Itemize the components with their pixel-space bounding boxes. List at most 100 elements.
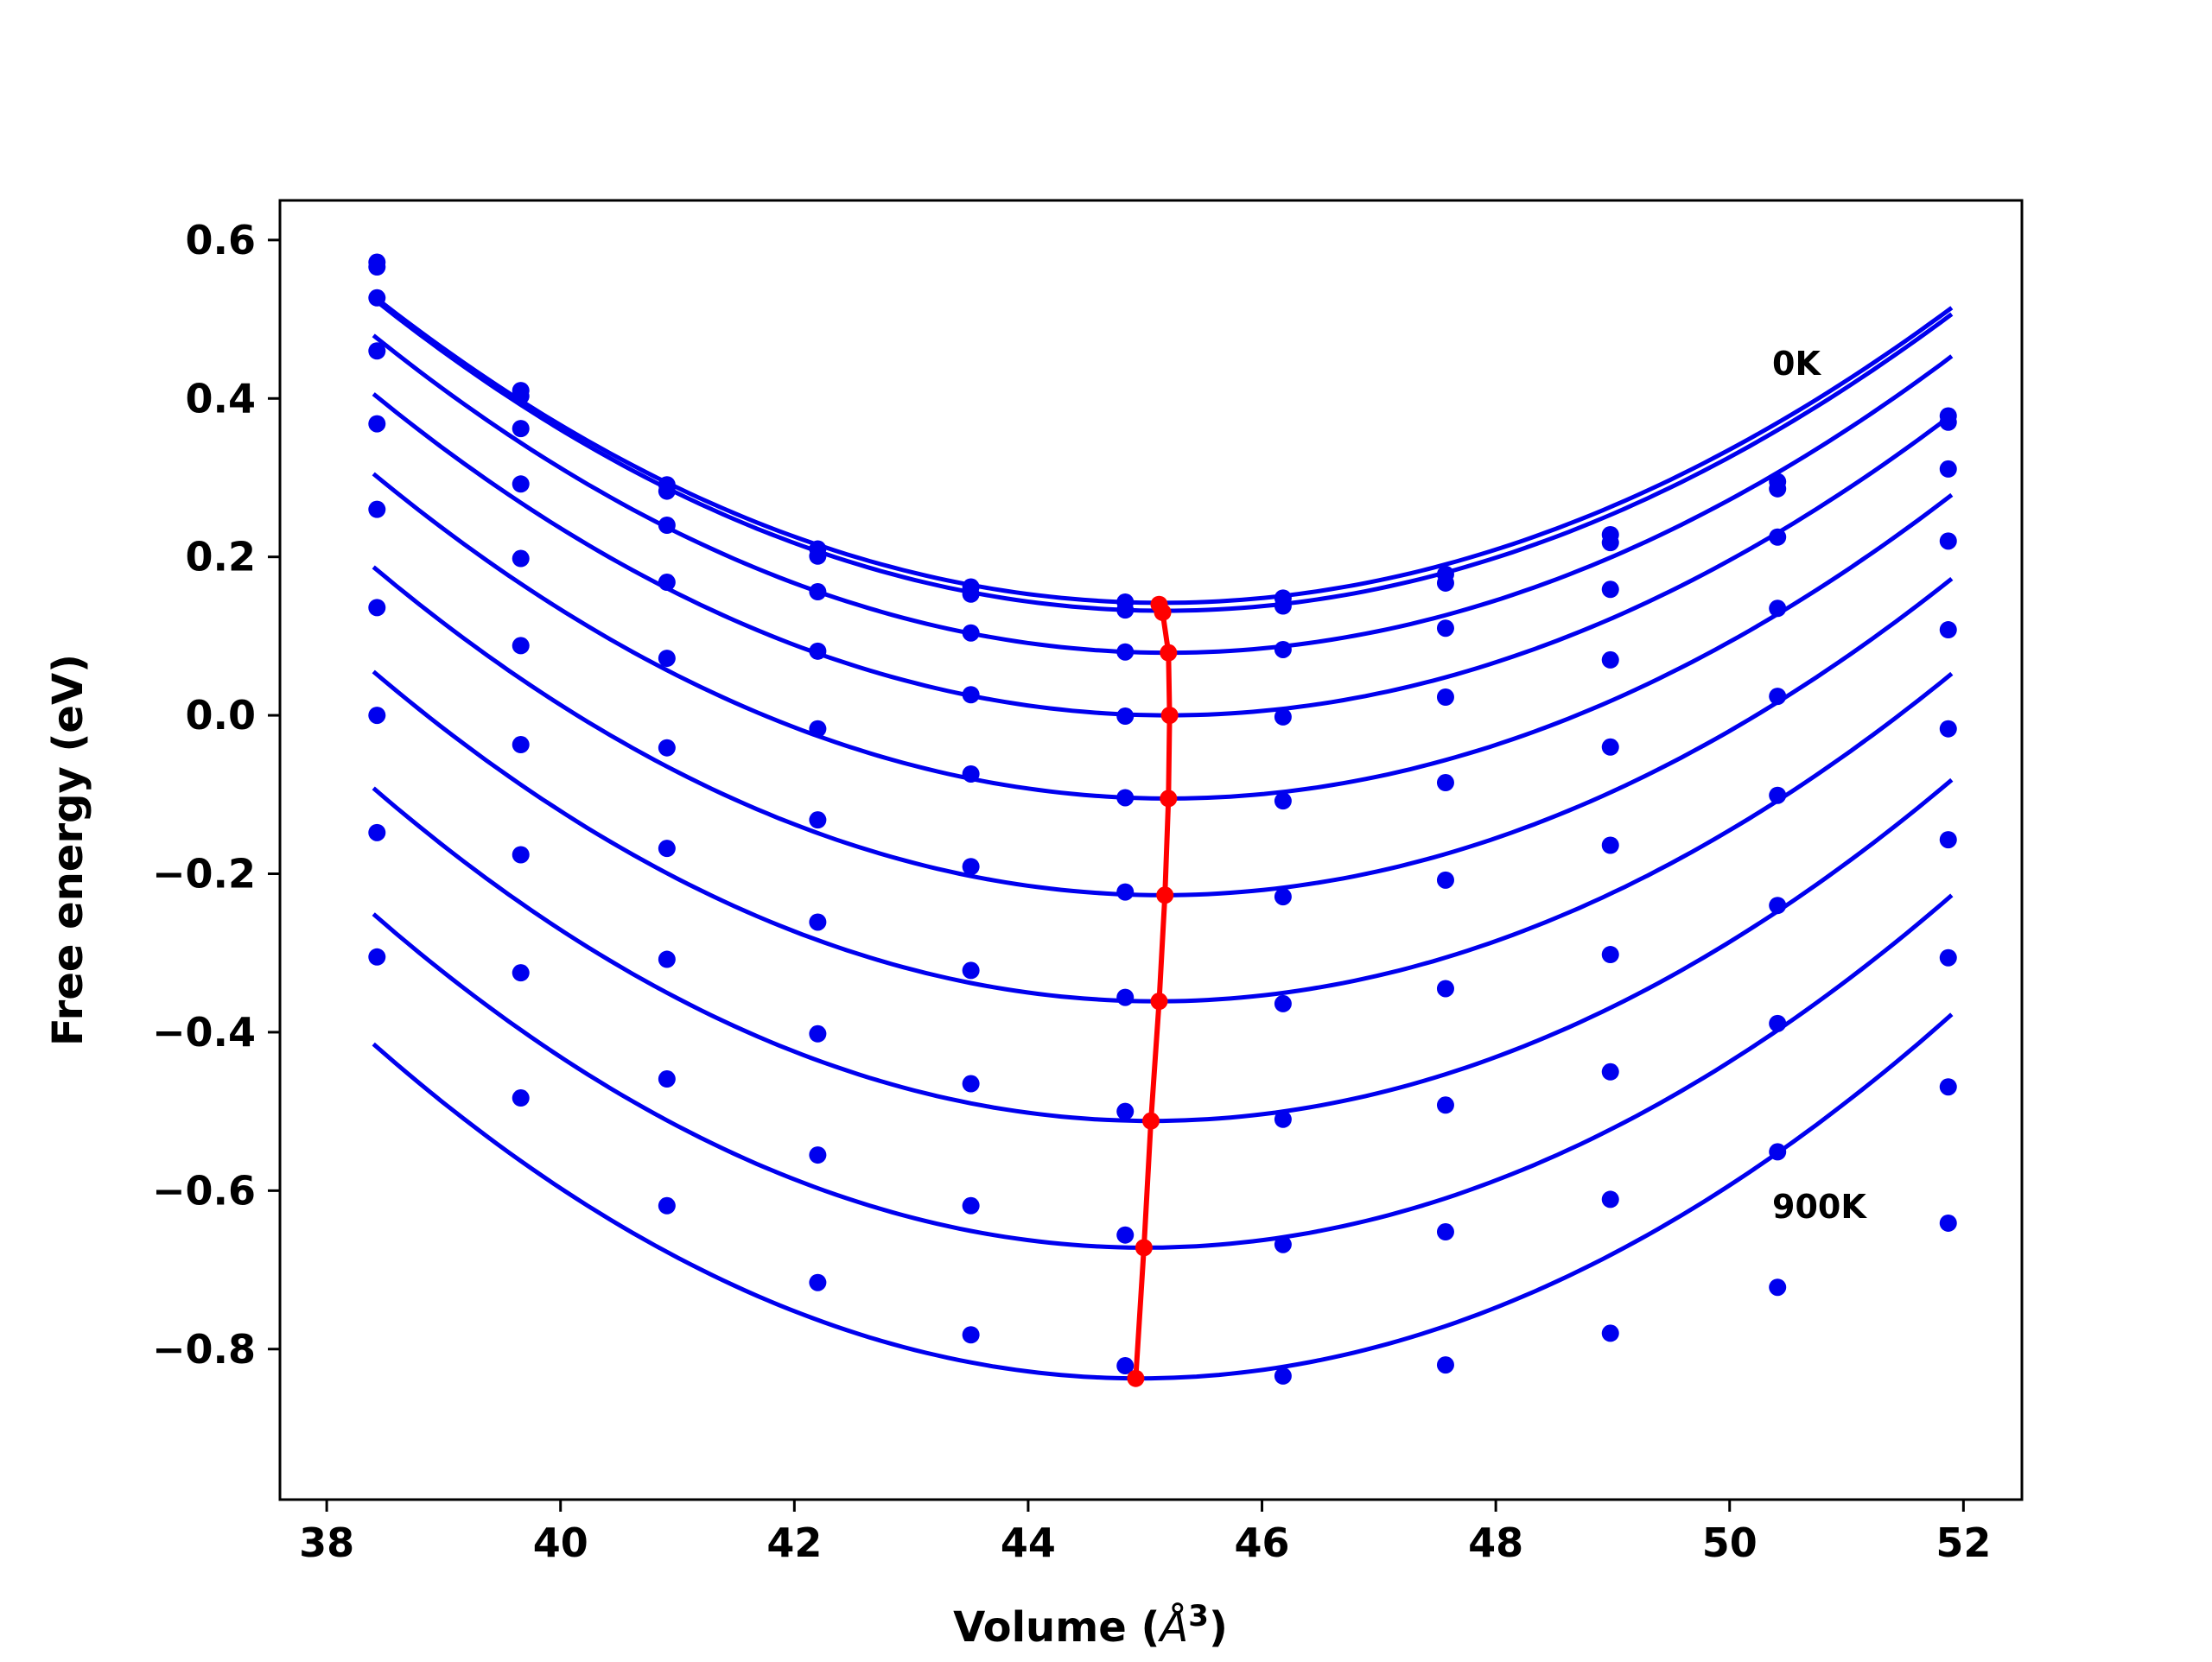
data-point (1116, 988, 1135, 1006)
y-axis-label: Free energy (eV) (44, 654, 92, 1046)
data-point (1769, 599, 1787, 618)
plot-frame (278, 199, 2024, 1501)
data-point (1116, 707, 1135, 726)
data-point (1116, 643, 1135, 661)
data-point (512, 964, 530, 982)
data-point (1274, 1235, 1292, 1253)
data-point (1436, 774, 1454, 792)
data-point (1939, 460, 1957, 478)
data-point (1274, 888, 1292, 906)
data-point (1274, 1110, 1292, 1128)
fit-curve (372, 1012, 1954, 1381)
y-tick-label: −0.4 (152, 1009, 256, 1056)
data-point (809, 583, 827, 601)
data-point (512, 736, 530, 754)
data-point (1601, 738, 1619, 756)
data-point (1601, 1190, 1619, 1208)
data-point (1601, 580, 1619, 599)
x-tick-label: 42 (766, 1519, 822, 1566)
data-point (1939, 1078, 1957, 1096)
data-point (1274, 792, 1292, 810)
data-point (809, 547, 827, 565)
data-point (962, 764, 980, 783)
data-point (809, 1273, 827, 1291)
data-point (368, 289, 386, 307)
data-point (1939, 621, 1957, 639)
y-tick-label: −0.6 (152, 1167, 256, 1214)
x-tick-label: 52 (1936, 1519, 1991, 1566)
fit-curve (372, 893, 1954, 1250)
data-point (809, 811, 827, 829)
data-point (512, 637, 530, 655)
data-point (1601, 534, 1619, 552)
data-point (658, 840, 676, 858)
data-point (1601, 836, 1619, 854)
data-point (1436, 1223, 1454, 1241)
minimum-point (1150, 993, 1168, 1011)
data-point (962, 624, 980, 642)
data-point (809, 1024, 827, 1043)
y-tick-label: 0.6 (186, 217, 257, 263)
data-point (1436, 1096, 1454, 1114)
data-point (1116, 1357, 1135, 1375)
data-point (1274, 707, 1292, 726)
data-point (658, 574, 676, 592)
data-point (658, 1196, 676, 1215)
data-point (962, 858, 980, 876)
data-point (1601, 946, 1619, 964)
data-point (1769, 1014, 1787, 1032)
data-point (962, 686, 980, 704)
data-point (809, 720, 827, 738)
data-point (1939, 720, 1957, 738)
data-point (809, 913, 827, 931)
data-point (368, 707, 386, 725)
data-point (962, 1196, 980, 1215)
x-axis-label: Volume (Å3) (953, 1599, 1228, 1652)
data-point (368, 415, 386, 433)
data-point (1769, 1278, 1787, 1297)
data-point (809, 1146, 827, 1164)
data-point (1939, 413, 1957, 431)
data-point (1116, 883, 1135, 901)
data-point (368, 948, 386, 966)
minimum-point (1156, 886, 1174, 904)
data-point (1436, 619, 1454, 638)
data-point (1939, 831, 1957, 849)
data-point (1769, 479, 1787, 498)
data-point (512, 846, 530, 864)
data-point (512, 420, 530, 438)
y-tick-label: −0.8 (152, 1326, 256, 1373)
y-tick-label: 0.0 (186, 692, 257, 739)
annotation-0k: 0K (1772, 345, 1821, 383)
data-point (962, 961, 980, 980)
data-point (1116, 1226, 1135, 1244)
data-point (962, 1326, 980, 1344)
axes: 38 40 42 44 46 48 50 52 −0.8 −0.6 −0.4 −0.2 0.0 0.2 0.… (152, 217, 1991, 1566)
data-point (368, 599, 386, 617)
data-point (1601, 1063, 1619, 1081)
data-point (1274, 640, 1292, 658)
minimum-point (1160, 644, 1178, 662)
plot-marks (368, 253, 1957, 1387)
y-tick-label: 0.2 (186, 534, 257, 580)
data-point (1274, 1367, 1292, 1385)
x-tick-label: 46 (1235, 1519, 1290, 1566)
data-point (512, 549, 530, 568)
data-point (1436, 574, 1454, 592)
minimum-point (1135, 1239, 1153, 1257)
data-point (1116, 601, 1135, 619)
data-point (1769, 528, 1787, 546)
data-point (368, 500, 386, 518)
x-tick-label: 40 (533, 1519, 588, 1566)
data-point (962, 585, 980, 603)
x-tick-label: 50 (1702, 1519, 1758, 1566)
data-point (658, 950, 676, 968)
data-point (1116, 1102, 1135, 1120)
minimum-point (1160, 790, 1178, 808)
x-tick-label: 38 (299, 1519, 354, 1566)
data-point (512, 475, 530, 493)
data-point (368, 258, 386, 276)
data-point (1769, 688, 1787, 706)
data-point (1769, 897, 1787, 915)
